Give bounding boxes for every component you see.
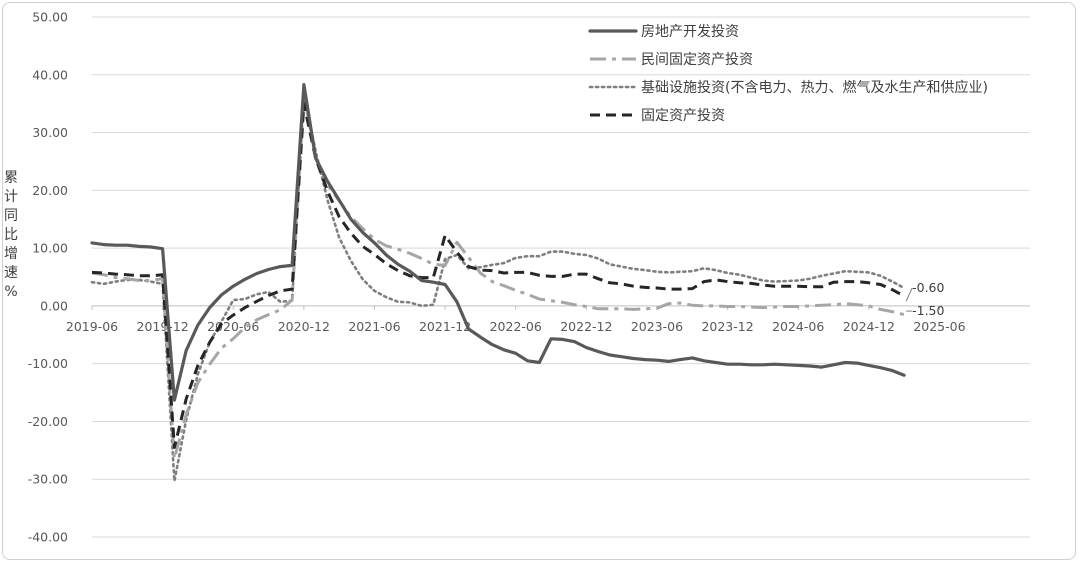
x-tick-label: 2019-12 <box>137 319 189 334</box>
series-line-3 <box>91 102 905 449</box>
x-tick-label: 2021-12 <box>419 319 471 334</box>
legend-label: 民间固定资产投资 <box>641 52 753 68</box>
y-tick-label: 50.00 <box>32 10 68 25</box>
legend: 房地产开发投资民间固定资产投资基础设施投资(不含电力、热力、燃气及水生产和供应业… <box>588 24 988 124</box>
y-tick-label: 40.00 <box>32 67 68 82</box>
y-tick-label: -40.00 <box>28 530 68 545</box>
x-tick-label: 2021-06 <box>348 319 400 334</box>
y-axis-ticks: 50.00 40.00 30.00 20.00 10.00 0.00 -10.00 -20.0… <box>28 10 68 545</box>
y-tick-label: -20.00 <box>28 414 68 429</box>
y-tick-label: 10.00 <box>32 241 68 256</box>
x-axis-ticks: 2019-06 2019-12 2020-06 2020-12 2021-06 2021-… <box>66 305 966 334</box>
x-tick-label: 2025-06 <box>913 319 965 334</box>
series-lines <box>90 82 906 483</box>
y-tick-label: 20.00 <box>32 183 68 198</box>
x-tick-label: 2024-12 <box>843 319 895 334</box>
y-tick-label: -30.00 <box>28 472 68 487</box>
series-line-2 <box>90 93 906 483</box>
y-axis-label: 累计同比增速% <box>4 170 18 300</box>
x-tick-label: 2023-06 <box>631 319 683 334</box>
legend-label: 固定资产投资 <box>641 108 725 124</box>
end-label-leader <box>905 287 913 302</box>
y-tick-label: 0.00 <box>40 298 68 313</box>
end-value-label: -0.60 <box>912 280 944 295</box>
legend-label: 基础设施投资(不含电力、热力、燃气及水生产和供应业) <box>641 79 988 96</box>
series-line-1 <box>91 94 905 460</box>
x-tick-label: 2022-06 <box>490 319 542 334</box>
x-tick-label: 2020-06 <box>207 319 259 334</box>
gridlines <box>92 16 1030 538</box>
y-tick-label: -10.00 <box>28 356 68 371</box>
end-value-label: -1.50 <box>912 303 944 318</box>
x-tick-label: 2020-12 <box>278 319 330 334</box>
y-tick-label: 30.00 <box>32 125 68 140</box>
x-tick-label: 2024-06 <box>772 319 824 334</box>
x-tick-label: 2019-06 <box>66 319 118 334</box>
x-tick-label: 2023-12 <box>701 319 753 334</box>
legend-label: 房地产开发投资 <box>641 24 739 40</box>
end-labels: -0.60 -1.50 <box>905 280 945 318</box>
x-tick-label: 2022-12 <box>560 319 612 334</box>
series-line-0 <box>90 82 906 402</box>
